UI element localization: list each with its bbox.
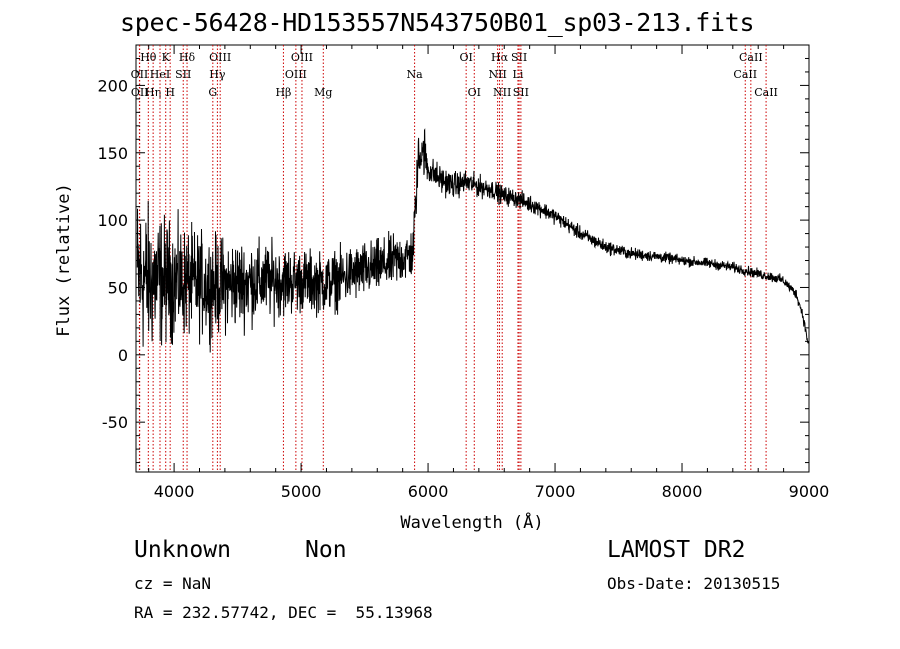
plot-title: spec-56428-HD153557N543750B01_sp03-213.f… (120, 8, 755, 37)
y-tick-label: 150 (97, 144, 128, 163)
line-marker-label: H (165, 86, 175, 99)
survey-name: LAMOST DR2 (607, 537, 746, 563)
object-class: Unknown (134, 537, 231, 563)
line-marker-label: OIII (209, 51, 231, 64)
x-tick-label: 4000 (154, 482, 195, 501)
line-marker-label: G (208, 86, 217, 99)
y-tick-label: 50 (108, 278, 128, 297)
obs-date-text: Obs-Date: 20130515 (607, 574, 781, 593)
line-marker-label: Hη (145, 86, 161, 99)
x-tick-label: 6000 (408, 482, 449, 501)
axis-tick-layer: 4000 5000 6000 7000 8000 9000 -50 0 50 100 150 200 (97, 45, 829, 501)
x-tick-label: 5000 (281, 482, 322, 501)
line-marker-label: CaII (754, 86, 778, 99)
line-marker-label: K (162, 51, 171, 64)
line-marker-label: OIII (285, 68, 307, 81)
redshift-text: cz = NaN (134, 574, 212, 593)
x-tick-label: 8000 (662, 482, 703, 501)
line-marker-label: NII (493, 86, 511, 99)
line-marker-label: HeI (150, 68, 170, 81)
line-marker-label: OI (468, 86, 481, 99)
object-subclass: Non (305, 537, 347, 563)
line-marker-label: SII (175, 68, 191, 81)
line-marker-label: Hγ (209, 68, 226, 81)
x-tick-label: 7000 (535, 482, 576, 501)
line-marker-label: OI (459, 51, 472, 64)
coordinates-text: RA = 232.57742, DEC = 55.13968 (134, 603, 433, 622)
line-marker-label: Hθ (140, 51, 157, 64)
line-marker-label: Na (407, 68, 424, 81)
line-marker-label: OII (131, 86, 149, 99)
x-axis-label: Wavelength (Å) (400, 511, 543, 533)
line-marker-label: CaII (739, 51, 763, 64)
line-marker-label: Hα (491, 51, 509, 64)
line-marker-label: Mg (314, 86, 332, 99)
y-tick-label: -50 (102, 413, 128, 432)
line-marker-label: Hδ (179, 51, 196, 64)
plot-frame (135, 44, 810, 473)
y-tick-label: 100 (97, 211, 128, 230)
line-marker-label: Li (513, 68, 524, 81)
line-marker-label: SII (511, 51, 527, 64)
y-tick-label: 0 (118, 346, 128, 365)
line-marker-label: OIII (291, 51, 313, 64)
x-tick-label: 9000 (789, 482, 830, 501)
line-marker-label: SII (513, 86, 529, 99)
line-marker-label: CaII (733, 68, 757, 81)
line-marker-label: Hβ (275, 86, 291, 99)
spectrum-layer (136, 128, 809, 353)
spectrum-line (136, 128, 809, 353)
y-tick-label: 200 (97, 76, 128, 95)
line-marker-label: NII (488, 68, 506, 81)
y-axis-label: Flux (relative) (54, 183, 74, 337)
